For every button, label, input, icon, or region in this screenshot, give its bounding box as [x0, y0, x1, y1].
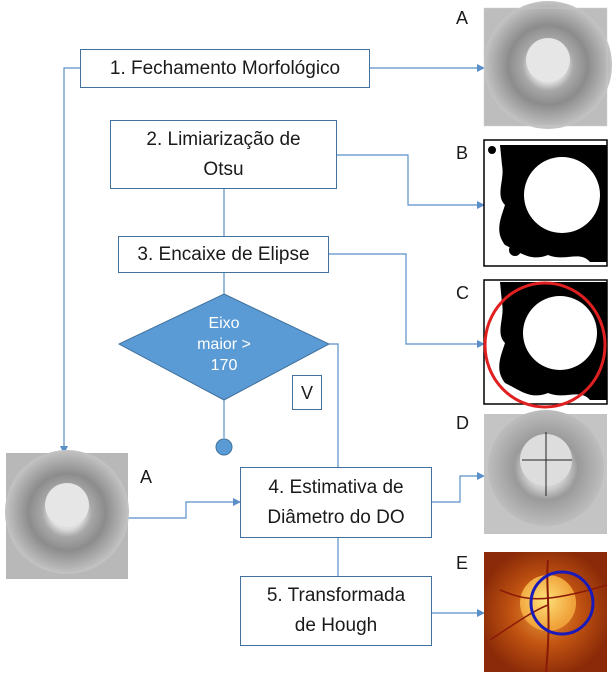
panel-e-hough-image — [484, 552, 608, 673]
step2-otsu-threshold-box: 2. Limiarização de Otsu — [110, 120, 337, 189]
step5-label: 5. Transformada de Hough — [266, 585, 406, 636]
step4-label: 4. Estimativa de Diâmetro do DO — [267, 476, 405, 528]
step1-morphological-closing-box: 1. Fechamento Morfológico — [80, 49, 370, 88]
step1-label: 1. Fechamento Morfológico — [109, 57, 341, 79]
panel-label-d: D — [456, 413, 469, 433]
step4-diameter-estimate-box: 4. Estimativa de Diâmetro do DO — [240, 467, 432, 538]
decision-diamond — [117, 293, 331, 401]
end-terminator — [215, 438, 233, 456]
decision-true-label: V — [292, 375, 322, 410]
decision-label: Eixo maior > 170 — [197, 315, 251, 374]
panel-d-diameter-image — [484, 410, 607, 534]
connector-step2-to-panel-b — [337, 154, 485, 209]
left-a-closing-image — [5, 450, 129, 579]
panel-a-closing-image — [483, 1, 612, 129]
panel-label-a-top: A — [456, 8, 469, 28]
connector-step4-to-panel-d — [432, 472, 485, 503]
panel-label-e: E — [456, 553, 469, 573]
connector-step1-to-left-image — [60, 67, 80, 454]
panel-label-a-left: A — [140, 467, 153, 487]
panel-b-otsu-image — [483, 139, 608, 267]
panel-label-c: C — [456, 283, 469, 303]
connector-left-image-to-step4 — [128, 498, 241, 519]
panel-label-b: B — [456, 143, 469, 163]
step5-hough-transform-box: 5. Transformada de Hough — [240, 576, 432, 646]
step3-ellipse-fit-box: 3. Encaixe de Elipse — [118, 236, 329, 273]
connector-decision-to-step4 — [329, 343, 339, 467]
step2-label: 2. Limiarização de Otsu — [146, 128, 301, 180]
panel-c-ellipse-image — [483, 279, 608, 409]
step3-label: 3. Encaixe de Elipse — [137, 243, 310, 265]
connector-step3-to-panel-c — [329, 253, 485, 348]
